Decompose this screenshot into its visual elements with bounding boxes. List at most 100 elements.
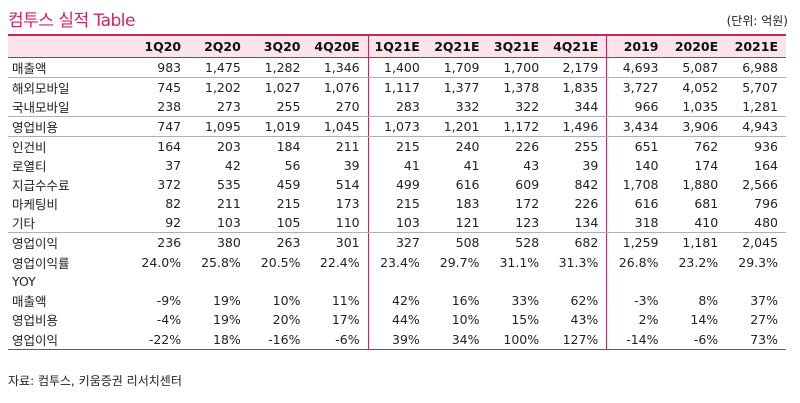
table-cell [249,272,309,291]
table-cell: 92 [129,213,190,234]
table-cell [726,272,786,291]
table-cell: 651 [634,138,659,154]
column-header: 2Q21E [427,34,488,58]
table-cell: 1,181 [682,235,719,251]
table-cell: 11% [308,290,369,311]
table-cell: 29.7% [439,254,480,270]
table-cell: 56 [284,157,301,173]
table-cell: 344 [547,96,608,117]
table-cell [189,272,249,291]
table-cell: 936 [754,138,778,154]
table-cell: 410 [666,213,727,234]
table-cell: -14% [606,329,667,350]
table-cell: 4,052 [682,79,719,95]
column-header: 1Q20 [129,34,190,58]
row-label: 영업비용 [8,116,130,137]
table-cell: 1,201 [427,116,488,137]
table-cell: 103 [368,213,428,234]
table-cell: 31.3% [547,252,608,272]
table-cell: 41 [463,157,480,173]
table-cell: 172 [515,196,540,212]
table-row: 해외모바일 745 1,202 1,027 1,076 1,117 1,377 1,378 1,… [8,77,786,97]
table-cell: 226 [515,138,540,154]
table-row: 매출액 -9% 19% 10% 11% 42% 16% 33% 62% -3% 8% 37% [8,290,786,311]
table-cell: 4,693 [606,57,667,78]
table-cell: 62% [547,290,608,311]
row-label: 영업비용 [12,313,59,329]
row-label: 기타 [8,213,130,234]
table-cell: 134 [547,213,608,234]
table-cell: 1,259 [622,235,659,251]
table-cell: 82 [165,196,182,212]
table-cell: 1,073 [368,116,428,137]
table-cell: 16% [451,293,480,309]
table-cell: 215 [276,196,301,212]
column-header: 2Q20 [189,34,249,58]
table-cell: 39% [368,329,428,350]
earnings-table: 1Q20 2Q20 3Q20 4Q20E 1Q21E 2Q21E 3Q21E 4Q21E 201… [8,34,786,350]
table-cell: 41 [403,157,420,173]
table-cell: 121 [427,213,488,234]
row-label: 국내모바일 [8,96,130,117]
table-row: 국내모바일 238 273 255 270 283 332 322 344 966 1,035 1,2… [8,96,786,117]
table-cell: 1,475 [189,57,249,78]
table-cell [547,271,608,291]
row-label: 매출액 [12,294,47,310]
table-cell: 327 [395,235,420,251]
table-cell: 1,045 [308,116,369,137]
row-label: 인건비 [12,139,47,155]
column-header: 4Q20E [308,34,369,58]
table-cell: 15% [511,312,540,328]
table-cell: -6% [308,329,369,350]
table-cell: 480 [726,213,786,234]
table-cell: 273 [189,96,249,117]
table-cell: 5,087 [666,57,727,78]
column-header: 3Q20 [248,34,309,58]
table-cell: 1,172 [487,116,548,137]
row-label: 해외모바일 [12,80,70,96]
table-cell: 1,378 [503,79,540,95]
table-cell: 2,179 [547,57,608,78]
table-cell: 238 [129,96,190,117]
table-cell: 796 [754,196,778,212]
table-cell: 535 [216,176,241,192]
column-header: 1Q21E [368,34,428,58]
table-row: 영업이익률 24.0% 25.8% 20.5% 22.4% 23.4% 29.7% 31.1%… [8,252,786,272]
column-header: 4Q21E [547,34,608,58]
table-cell: 255 [248,96,309,117]
table-cell: 1,095 [189,116,249,137]
table-cell: 23.2% [678,254,719,270]
table-cell: 29.3% [738,254,778,270]
table-cell [308,271,369,291]
table-cell: 322 [487,96,548,117]
table-cell: 73% [726,329,786,350]
table-cell: 372 [157,176,182,192]
row-label: 영업이익 [8,329,130,350]
table-cell: 1,076 [308,77,369,97]
table-cell: -6% [666,329,727,350]
table-cell: 1,835 [547,77,608,97]
table-cell: 20% [272,312,301,328]
table-cell: 966 [606,96,667,117]
table-cell: 174 [694,157,719,173]
table-cell: 499 [395,176,420,192]
table-cell: 211 [216,196,241,212]
table-cell [368,272,428,291]
table-cell: 22.4% [308,252,369,272]
table-cell: 42% [392,293,420,309]
table-cell [487,272,547,291]
table-cell: 682 [547,232,608,253]
table-cell: 173 [308,194,369,214]
table-cell: 283 [368,96,428,117]
column-header: 3Q21E [487,34,548,58]
table-cell: 19% [213,293,241,309]
table-cell: 1,346 [308,57,369,78]
table-cell: 203 [216,138,241,154]
table-cell: 10% [272,293,301,309]
table-cell: 842 [547,174,608,195]
table-title: 컴투스 실적 Table [8,11,135,31]
table-cell: 39 [308,155,369,175]
table-cell: 270 [308,96,369,117]
table-cell: 762 [694,138,719,154]
table-cell: 140 [634,157,659,173]
